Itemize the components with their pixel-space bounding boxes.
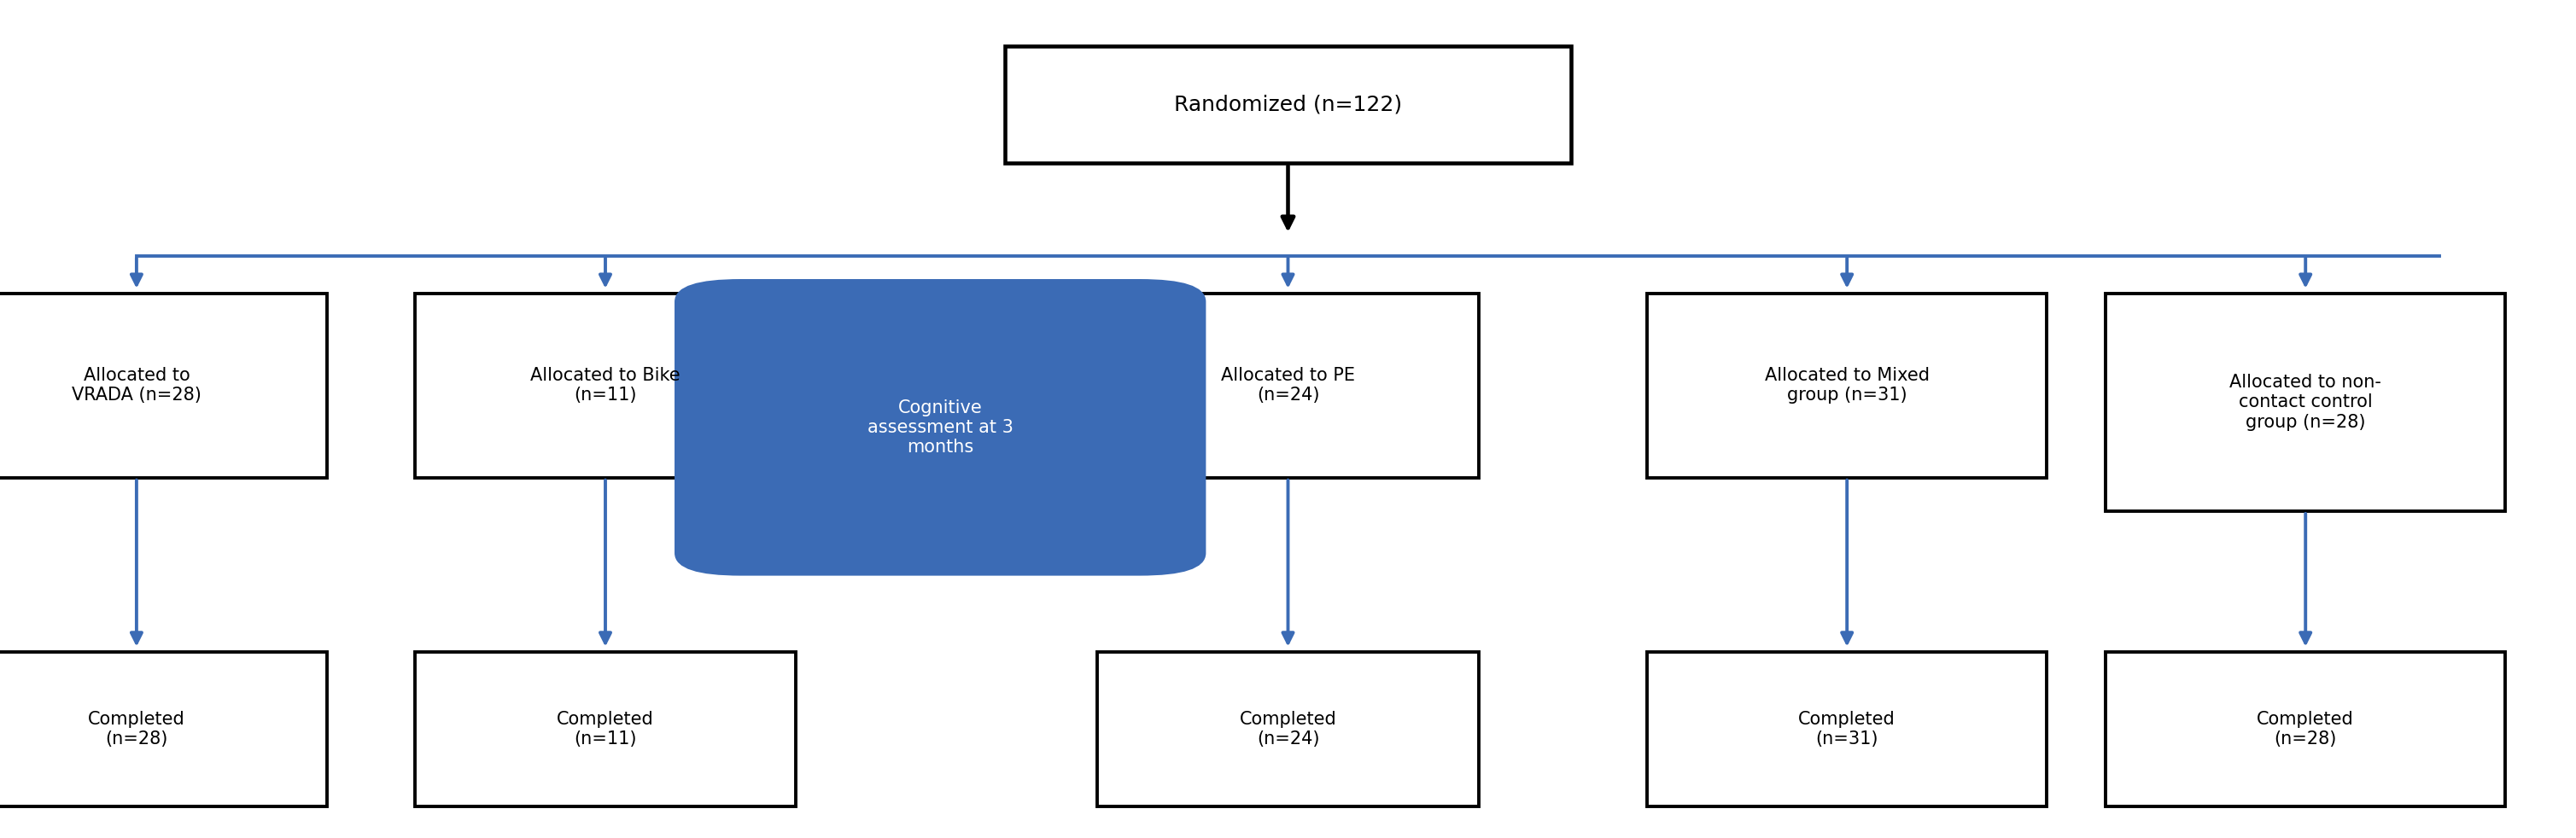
- FancyBboxPatch shape: [2107, 293, 2504, 511]
- FancyBboxPatch shape: [0, 293, 327, 478]
- FancyBboxPatch shape: [2107, 652, 2504, 806]
- Text: Allocated to non-
contact control
group (n=28): Allocated to non- contact control group …: [2231, 374, 2380, 431]
- Text: Completed
(n=11): Completed (n=11): [556, 711, 654, 747]
- Text: Allocated to Mixed
group (n=31): Allocated to Mixed group (n=31): [1765, 367, 1929, 404]
- FancyBboxPatch shape: [1649, 652, 2045, 806]
- FancyBboxPatch shape: [415, 652, 796, 806]
- FancyBboxPatch shape: [0, 652, 327, 806]
- FancyBboxPatch shape: [415, 293, 796, 478]
- Text: Completed
(n=31): Completed (n=31): [1798, 711, 1896, 747]
- FancyBboxPatch shape: [1649, 293, 2045, 478]
- Text: Allocated to
VRADA (n=28): Allocated to VRADA (n=28): [72, 367, 201, 404]
- Text: Completed
(n=28): Completed (n=28): [88, 711, 185, 747]
- FancyBboxPatch shape: [1097, 652, 1479, 806]
- FancyBboxPatch shape: [1005, 46, 1571, 163]
- FancyBboxPatch shape: [675, 281, 1203, 574]
- Text: Completed
(n=24): Completed (n=24): [1239, 711, 1337, 747]
- Text: Allocated to PE
(n=24): Allocated to PE (n=24): [1221, 367, 1355, 404]
- Text: Allocated to Bike
(n=11): Allocated to Bike (n=11): [531, 367, 680, 404]
- Text: Completed
(n=28): Completed (n=28): [2257, 711, 2354, 747]
- Text: Randomized (n=122): Randomized (n=122): [1175, 95, 1401, 115]
- FancyBboxPatch shape: [1097, 293, 1479, 478]
- Text: Cognitive
assessment at 3
months: Cognitive assessment at 3 months: [868, 399, 1012, 456]
